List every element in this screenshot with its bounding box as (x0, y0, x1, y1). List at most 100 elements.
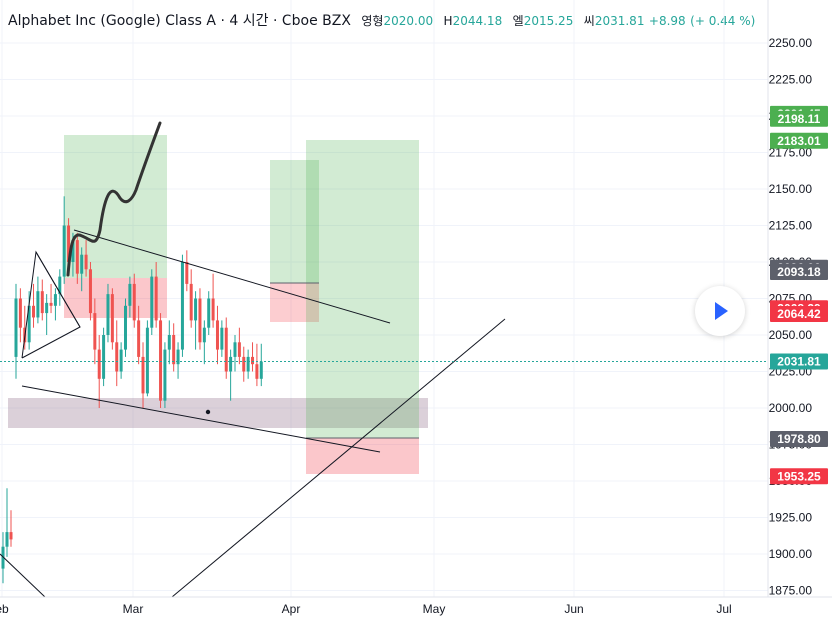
candle-body (246, 356, 250, 372)
open-label: 영형 (361, 14, 384, 28)
y-tick-label: 2175.00 (769, 146, 813, 160)
long-position-2-target[interactable] (270, 160, 319, 283)
candle-body (58, 276, 62, 295)
long-position-3-target[interactable] (306, 140, 419, 438)
x-tick-label: Jul (716, 602, 731, 616)
candle-body (189, 283, 193, 321)
svg-text:2183.01: 2183.01 (777, 134, 821, 148)
candle-body (27, 305, 31, 343)
price-labels: 2201.452198.112183.012096.062093.182068.… (770, 105, 828, 485)
long-position-2-stop[interactable] (270, 283, 319, 322)
channel-lower-line[interactable] (21, 385, 381, 453)
projection-path[interactable] (66, 121, 162, 277)
candle-body (18, 298, 22, 328)
time-axis[interactable] (0, 596, 832, 622)
y-tick-label: 2250.00 (769, 36, 813, 50)
low-value: 2015.25 (523, 14, 574, 28)
price-axis-ticks: 1875.001900.001925.001950.001975.002000.… (769, 36, 813, 598)
long-position-1-target[interactable] (64, 135, 167, 278)
candle-body (198, 298, 202, 343)
candle-body (84, 254, 88, 270)
symbol-name[interactable]: Alphabet Inc (Google) Class A (8, 13, 216, 29)
price-label: 2093.18 (770, 263, 828, 280)
candle-body (202, 327, 206, 343)
price-label: 1953.25 (770, 468, 828, 485)
candle-body (229, 356, 233, 372)
support-zone[interactable] (8, 398, 428, 428)
candle-body (75, 240, 79, 274)
channel-upper-line[interactable] (73, 229, 391, 324)
candle-body (102, 335, 106, 379)
candle-body (32, 305, 36, 318)
candle-body (1, 546, 5, 569)
candle-body (80, 254, 84, 274)
long-position-3-stop[interactable] (306, 438, 419, 474)
open-value: 2020.00 (383, 14, 434, 28)
y-tick-label: 2150.00 (769, 182, 813, 196)
candle-body (141, 356, 145, 394)
candle-body (5, 532, 9, 547)
price-label: 2183.01 (770, 132, 828, 149)
candle-body (224, 327, 228, 372)
candle-body (93, 313, 97, 350)
candle-body (220, 327, 224, 350)
y-tick-label: 1875.00 (769, 584, 813, 598)
x-tick-label: Apr (282, 602, 301, 616)
candle-body (172, 335, 176, 365)
x-tick-label: Mar (123, 602, 144, 616)
candle-body (255, 364, 259, 379)
triangle-pattern-edge (35, 251, 81, 328)
candle-body (233, 342, 237, 357)
candle-body (67, 225, 71, 262)
candle-body (53, 294, 57, 306)
candle-body (237, 342, 241, 357)
play-button[interactable] (695, 286, 745, 336)
svg-text:1978.80: 1978.80 (777, 432, 821, 446)
candle-body (137, 320, 141, 357)
long-position-1-stop[interactable] (64, 278, 167, 318)
candle-body (176, 349, 180, 365)
candle-body (9, 532, 13, 540)
candles (1, 196, 263, 584)
candle-body (180, 262, 184, 350)
svg-text:2198.11: 2198.11 (778, 112, 821, 126)
y-tick-label: 2000.00 (769, 401, 813, 415)
candle-body (207, 298, 211, 328)
candle-body (119, 349, 123, 372)
y-tick-label: 2050.00 (769, 328, 813, 342)
candle-body (215, 320, 219, 350)
candle-body (36, 291, 40, 318)
play-icon (715, 302, 728, 320)
close-label: 씨 (583, 14, 595, 28)
y-tick-label: 2225.00 (769, 73, 813, 87)
y-tick-label: 1900.00 (769, 547, 813, 561)
interval[interactable]: 4 시간 (229, 13, 269, 29)
candle-body (124, 305, 127, 350)
candle-body (14, 298, 18, 357)
svg-text:2064.42: 2064.42 (777, 307, 821, 321)
x-tick-label: Jun (564, 602, 583, 616)
candle-body (145, 327, 149, 394)
change-pct: (+ 0.44 %) (690, 14, 756, 28)
grid (0, 0, 768, 597)
candle-body (167, 335, 171, 350)
price-label: 1978.80 (770, 430, 828, 447)
exchange: Cboe BZX (281, 13, 351, 29)
candle-body (259, 361, 263, 379)
marker-dot (205, 409, 211, 415)
high-label: H (443, 14, 453, 28)
candle-body (251, 356, 255, 365)
descending-trendline[interactable] (0, 553, 46, 598)
candle-body (40, 291, 44, 314)
x-tick-label: eb (0, 602, 9, 616)
candle-body (163, 349, 167, 401)
y-tick-label: 2125.00 (769, 219, 813, 233)
ascending-trendline[interactable] (171, 318, 506, 598)
price-label: 2031.81 (770, 353, 828, 370)
price-axis[interactable] (767, 0, 832, 597)
candle-body (154, 276, 158, 321)
y-tick-label: 1925.00 (769, 511, 813, 525)
svg-text:2031.81: 2031.81 (777, 355, 821, 369)
candle-body (128, 283, 132, 306)
